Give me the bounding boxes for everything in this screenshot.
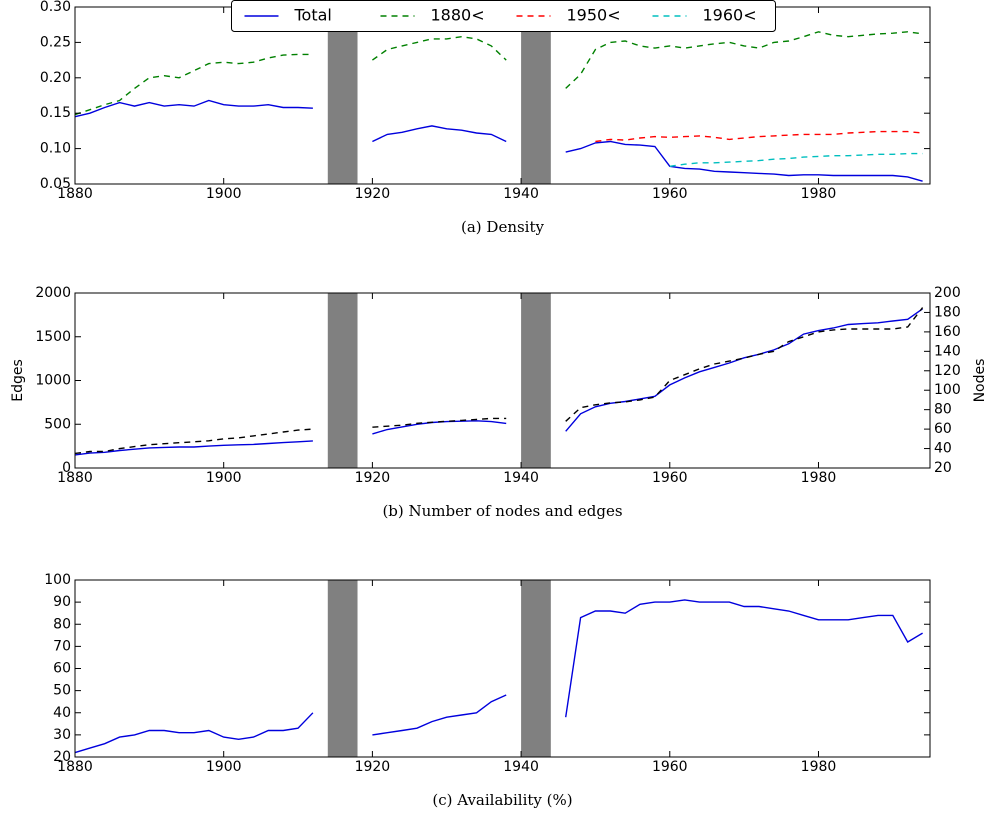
shaded-gap (521, 7, 551, 184)
y2-axis-label: Nodes (972, 359, 988, 403)
caption: (c) Availability (%) (432, 791, 572, 809)
x-tick-label: 1920 (355, 759, 391, 775)
y-tick-label: 0.30 (40, 0, 71, 15)
caption: (a) Density (461, 218, 545, 236)
y2-tick-label: 180 (934, 304, 961, 320)
y-tick-label: 0.20 (40, 70, 71, 86)
x-tick-label: 1920 (355, 186, 391, 202)
y-tick-label: 50 (53, 683, 71, 699)
plot-frame (74, 292, 931, 469)
x-tick-label: 1940 (503, 759, 539, 775)
y-tick-label: 0.25 (40, 34, 71, 50)
plot-frame (74, 579, 931, 758)
y-axis-label: Edges (10, 359, 26, 402)
shaded-gap (327, 293, 358, 468)
legend-label: 1960< (703, 6, 757, 25)
y2-tick-label: 20 (934, 460, 952, 476)
shaded-gap (327, 580, 358, 757)
y-tick-label: 90 (53, 594, 71, 610)
shaded-gap (521, 293, 551, 468)
y-tick-label: 60 (53, 661, 71, 677)
y-tick-label: 30 (53, 727, 71, 743)
x-tick-label: 1960 (652, 759, 688, 775)
y2-tick-label: 140 (934, 343, 961, 359)
legend-box (231, 0, 776, 32)
x-tick-label: 1940 (503, 186, 539, 202)
x-tick-label: 1960 (652, 186, 688, 202)
y-tick-label: 500 (44, 416, 71, 432)
x-tick-label: 1980 (801, 470, 837, 486)
y-tick-label: 70 (53, 638, 71, 654)
y2-tick-label: 40 (934, 441, 952, 457)
y2-tick-label: 200 (934, 285, 961, 301)
x-tick-label: 1880 (57, 759, 93, 775)
x-tick-label: 1980 (801, 186, 837, 202)
x-tick-label: 1920 (355, 470, 391, 486)
x-tick-label: 1880 (57, 470, 93, 486)
series-line (595, 130, 923, 143)
y-tick-label: 40 (53, 705, 71, 721)
y2-tick-label: 80 (934, 402, 952, 418)
y-tick-label: 0.10 (40, 141, 71, 157)
series-line (74, 599, 923, 754)
x-tick-label: 1960 (652, 470, 688, 486)
y-tick-label: 1500 (35, 329, 71, 345)
x-tick-label: 1940 (503, 470, 539, 486)
y-tick-label: 80 (53, 616, 71, 632)
y-tick-label: 1000 (35, 373, 71, 389)
caption: (b) Number of nodes and edges (382, 502, 622, 520)
legend-label: 1950< (567, 6, 621, 25)
y-tick-label: 0.15 (40, 105, 71, 121)
y2-tick-label: 60 (934, 421, 952, 437)
y-tick-label: 100 (44, 572, 71, 588)
series-line (74, 99, 923, 182)
y-tick-label: 20 (53, 749, 71, 765)
shaded-gap (327, 7, 358, 184)
series-line (74, 31, 923, 116)
x-tick-label: 1900 (206, 470, 242, 486)
y2-tick-label: 160 (934, 324, 961, 340)
y2-tick-label: 100 (934, 382, 961, 398)
y-tick-label: 0 (62, 460, 71, 476)
series-line (669, 152, 923, 167)
y-tick-label: 0.05 (40, 176, 71, 192)
x-tick-label: 1880 (57, 186, 93, 202)
x-tick-label: 1900 (206, 186, 242, 202)
series-line (74, 308, 924, 456)
x-tick-label: 1900 (206, 759, 242, 775)
shaded-gap (521, 580, 551, 757)
legend-label: 1880< (431, 6, 485, 25)
x-tick-label: 1980 (801, 759, 837, 775)
series-line (74, 307, 924, 455)
y2-tick-label: 120 (934, 363, 961, 379)
y-tick-label: 2000 (35, 285, 71, 301)
legend-label: Total (294, 6, 332, 25)
